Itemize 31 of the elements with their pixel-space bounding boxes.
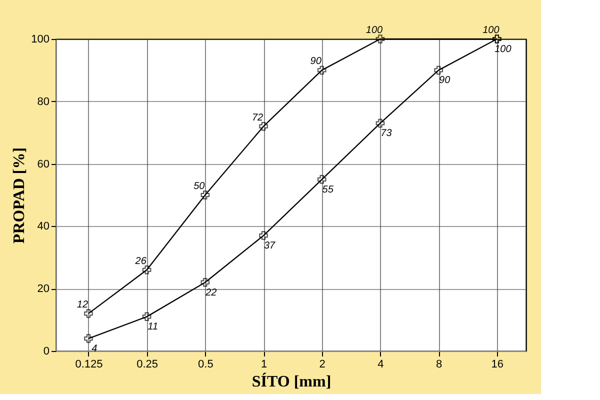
data-label: 90 (439, 75, 451, 86)
y-tick-label: 40 (37, 220, 50, 233)
y-tick-label: 80 (37, 96, 50, 108)
data-label: 11 (148, 322, 158, 333)
x-tick-label: 0.25 (136, 358, 158, 370)
y-axis-title: PROPAD [%] (11, 147, 28, 244)
y-tick-label: 20 (37, 283, 50, 296)
data-label: 50 (194, 181, 206, 192)
data-label: 26 (134, 256, 147, 267)
y-tick-label: 100 (31, 34, 50, 46)
data-label: 73 (380, 128, 392, 140)
data-label: 90 (310, 56, 322, 68)
data-label: 12 (76, 300, 88, 311)
x-tick-label: 1 (260, 358, 268, 370)
x-tick-label: 8 (436, 358, 442, 370)
x-tick-label: 16 (491, 358, 504, 370)
data-label: 55 (322, 184, 334, 196)
data-label: 37 (264, 240, 276, 252)
x-tick-label: 0.5 (198, 358, 214, 370)
x-tick-label: 2 (319, 358, 326, 370)
data-label: 72 (252, 112, 264, 124)
data-label: 100 (494, 44, 512, 55)
y-tick-label: 0 (43, 346, 50, 358)
x-axis-title: SÍTO [mm] (252, 372, 332, 390)
data-label: 22 (204, 287, 218, 298)
y-tick-label: 60 (37, 158, 50, 170)
x-tick-label: 4 (378, 358, 384, 370)
data-label: 100 (482, 25, 500, 36)
x-tick-label: 0.125 (75, 358, 103, 370)
data-label: 100 (366, 25, 384, 36)
data-label: 4 (92, 344, 98, 355)
